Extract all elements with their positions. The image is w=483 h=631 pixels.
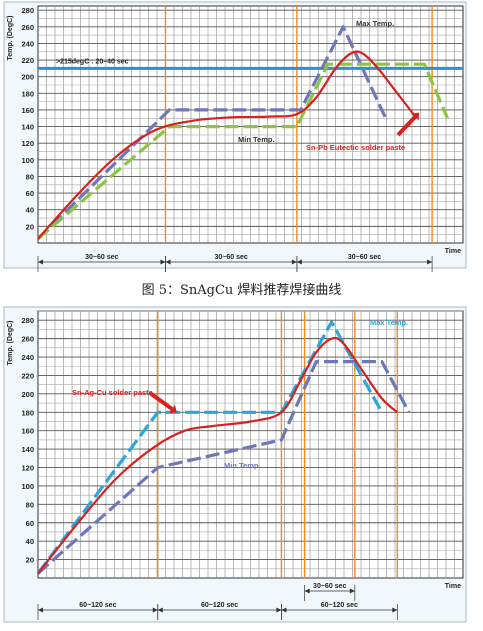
interval-label: 30~60 sec (215, 254, 248, 261)
interval-upper-label: 30~60 sec (313, 583, 346, 590)
interval-arrow-right (160, 259, 166, 265)
series-line-max-temp- (36, 25, 388, 240)
y-tick-label: 220 (21, 56, 34, 65)
y-tick-label: 120 (21, 464, 34, 473)
series-line-sn-ag-cu-solder-paste (37, 336, 399, 575)
series-label: Max Temp. (370, 318, 408, 327)
y-tick-label: 180 (21, 408, 34, 417)
y-tick-label: 40 (26, 537, 34, 546)
interval-arrow-right (427, 259, 433, 265)
interval-arrow-right (291, 259, 297, 265)
y-tick-label: 80 (26, 500, 34, 509)
chart-top: >215degC : 20–40 sec 20 40 60 80 100 120 140 160… (0, 0, 483, 272)
y-tick-label: 260 (21, 335, 34, 344)
annotation-arrow (396, 115, 417, 137)
y-tick-label: 80 (26, 172, 34, 181)
y-tick-label: 240 (21, 353, 34, 362)
chart-bottom: 20 40 60 80 100 120 140 160 180 200 220 240 260 280 Te… (0, 305, 483, 626)
y-tick-label: 60 (26, 189, 34, 198)
series-label: Min Temp. (238, 135, 275, 144)
y-tick-label: 220 (21, 371, 34, 380)
interval-arrow-left (281, 607, 287, 613)
chart-top-svg: >215degC : 20–40 sec 20 40 60 80 100 120 140 160… (3, 1, 467, 272)
series-line-sn-pb-eutectic-solder-paste (37, 50, 418, 240)
x-axis-label: Time (445, 248, 461, 255)
series-label: Sn-Pb Eutectic solder paste (306, 143, 405, 152)
interval-label: 60~120 sec (79, 602, 116, 609)
series-label: Max Temp. (356, 19, 394, 28)
y-tick-label: 200 (21, 73, 34, 82)
annotation-arrow-head (169, 404, 177, 414)
y-tick-label: 40 (26, 206, 34, 215)
y-tick-label: 200 (21, 390, 34, 399)
figure-caption: 图 5：SnAgCu 焊料推荐焊接曲线 (141, 283, 342, 298)
interval-arrow-right (152, 607, 158, 613)
y-tick-label: 280 (21, 6, 34, 15)
y-tick-label: 100 (21, 156, 34, 165)
y-tick-label: 260 (21, 23, 34, 32)
interval-upper-arrow-right (349, 588, 355, 594)
y-tick-label: 120 (21, 139, 34, 148)
interval-label: 30~60 sec (85, 254, 118, 261)
y-tick-label: 240 (21, 39, 34, 48)
interval-label: 30~60 sec (348, 254, 381, 261)
y-tick-label: 100 (21, 482, 34, 491)
y-tick-label: 60 (26, 519, 34, 528)
y-tick-label: 160 (21, 106, 34, 115)
interval-arrow-left (165, 259, 171, 265)
series-label: Sn-Ag-Cu solder paste (72, 388, 153, 397)
chart-bottom-svg: 20 40 60 80 100 120 140 160 180 200 220 240 260 280 Te… (3, 306, 467, 623)
y-tick-label: 20 (26, 556, 34, 565)
y-tick-label: 280 (21, 316, 34, 325)
y-tick-label: 140 (21, 445, 34, 454)
y-axis-label: Temp. (DegC) (7, 321, 14, 366)
interval-arrow-left (157, 607, 163, 613)
x-axis-label: Time (445, 583, 461, 590)
interval-arrow-left (296, 259, 302, 265)
interval-arrow-left (38, 259, 43, 265)
interval-arrow-right (392, 607, 398, 613)
series-line-min-temp- (36, 62, 449, 241)
y-tick-label: 140 (21, 123, 34, 132)
y-tick-label: 20 (26, 222, 34, 231)
interval-arrow-right (276, 607, 282, 613)
interval-arrow-left (38, 607, 43, 613)
series-label: Min Temp. (224, 461, 261, 470)
annotation-arrow (148, 391, 174, 411)
annotation-arrow-head (411, 112, 420, 121)
interval-label: 60~120 sec (321, 602, 358, 609)
threshold-label: >215degC : 20–40 sec (56, 58, 129, 65)
interval-upper-arrow-left (304, 588, 310, 594)
interval-label: 60~120 sec (201, 602, 238, 609)
y-tick-label: 180 (21, 89, 34, 98)
series-line-min-temp- (36, 360, 411, 575)
y-tick-label: 160 (21, 427, 34, 436)
y-axis-label: Temp. (DegC) (7, 16, 14, 61)
